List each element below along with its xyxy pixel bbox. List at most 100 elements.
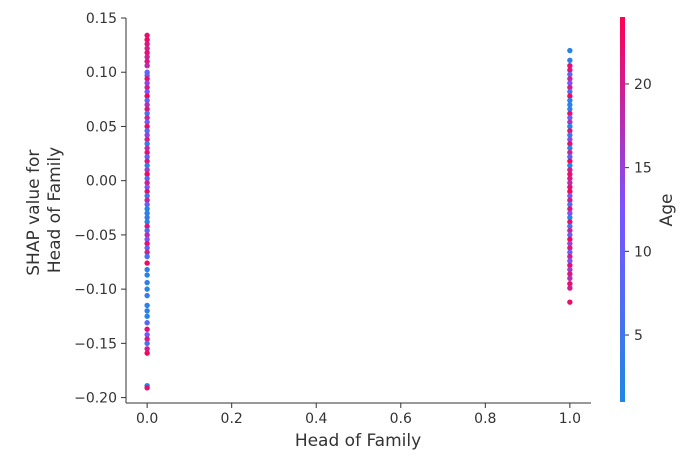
data-point [144, 132, 150, 138]
data-point [567, 119, 573, 125]
data-point [567, 115, 573, 121]
data-point [144, 326, 150, 332]
data-point [567, 71, 573, 78]
y-tick-label: −0.20 [74, 391, 117, 407]
data-point [567, 210, 573, 216]
data-point [144, 58, 150, 65]
data-point [144, 93, 150, 99]
data-point [144, 346, 150, 352]
data-point [567, 167, 573, 173]
data-point [567, 93, 573, 99]
data-point [144, 84, 150, 91]
data-point [144, 272, 150, 278]
colorbar-gradient [620, 17, 625, 402]
data-point [144, 210, 150, 216]
data-point [144, 106, 150, 112]
data-point [144, 102, 150, 108]
data-point [144, 54, 150, 60]
data-point [144, 145, 150, 151]
data-point [144, 292, 150, 299]
data-point [144, 308, 150, 314]
x-tick-label: 0.0 [136, 411, 158, 427]
data-point [144, 249, 150, 255]
data-point [567, 158, 573, 164]
data-point [144, 206, 150, 212]
data-point [144, 149, 150, 156]
data-point [567, 145, 573, 151]
data-point [144, 89, 150, 95]
x-tick-label: 0.6 [390, 411, 412, 427]
data-point [144, 245, 150, 251]
y-axis-label-line-2: Head of Family [45, 147, 65, 273]
data-point [567, 89, 573, 95]
data-point [567, 102, 573, 108]
data-point [567, 76, 573, 82]
data-point [567, 141, 573, 147]
data-point [567, 63, 573, 69]
data-point [567, 201, 573, 208]
y-tick-label: −0.15 [74, 336, 117, 352]
data-point [144, 336, 150, 342]
data-point [567, 154, 573, 160]
data-point [144, 175, 150, 182]
data-point [567, 162, 573, 169]
data-point [567, 253, 573, 260]
y-tick-label: 0.05 [86, 119, 117, 135]
data-point [144, 223, 150, 229]
data-point [144, 141, 150, 147]
colorbar-tick-label: 5 [634, 328, 643, 344]
data-point [144, 158, 150, 164]
data-point [567, 193, 573, 199]
x-tick-label: 0.4 [305, 411, 327, 427]
colorbar-ticks: 5 10 15 20 [625, 77, 652, 344]
data-point [144, 97, 150, 104]
y-axis-ticks: 0.15 0.10 0.05 0.00 −0.05 −0.10 −0.15 −0.20 [74, 11, 126, 407]
data-point [567, 180, 573, 186]
data-point [144, 219, 150, 225]
data-point [567, 262, 573, 268]
x-axis-ticks: 0.0 0.2 0.4 0.6 0.8 1.0 [136, 403, 581, 427]
data-point [567, 67, 573, 73]
data-point [567, 281, 573, 287]
data-point [567, 214, 573, 221]
data-point [567, 80, 573, 86]
data-point [144, 188, 150, 195]
data-point [567, 245, 573, 251]
data-point [144, 80, 150, 86]
x-tick-label: 1.0 [559, 411, 581, 427]
data-point [567, 57, 573, 63]
y-tick-label: 0.10 [86, 65, 117, 81]
data-point [144, 171, 150, 177]
data-point [144, 32, 150, 39]
y-tick-label: 0.00 [86, 174, 117, 190]
data-point [144, 63, 150, 69]
data-point [567, 206, 573, 212]
data-point [567, 47, 573, 54]
data-point [567, 271, 573, 277]
y-tick-label: −0.05 [74, 228, 117, 244]
data-point [144, 320, 150, 326]
x-axis-label: Head of Family [295, 431, 421, 451]
data-point [567, 136, 573, 143]
data-point [567, 149, 573, 156]
data-point [144, 313, 150, 319]
colorbar-tick-label: 15 [634, 161, 652, 177]
data-point [144, 184, 150, 190]
x-tick-label: 0.8 [474, 411, 496, 427]
data-point [144, 123, 150, 130]
y-tick-label: 0.15 [86, 11, 117, 27]
data-point [144, 76, 150, 82]
data-point [144, 227, 150, 234]
data-point [567, 197, 573, 203]
data-point [567, 275, 573, 281]
data-point [567, 132, 573, 138]
data-point [144, 162, 150, 169]
plot-area: 0.0 0.2 0.4 0.6 0.8 1.0 0.15 0.10 0.05 0.00 −0.05… [74, 11, 591, 427]
data-point [144, 45, 150, 52]
scatter-points [144, 32, 573, 391]
data-point [567, 219, 573, 225]
data-point [144, 302, 150, 309]
data-point [567, 175, 573, 182]
data-point [144, 115, 150, 121]
